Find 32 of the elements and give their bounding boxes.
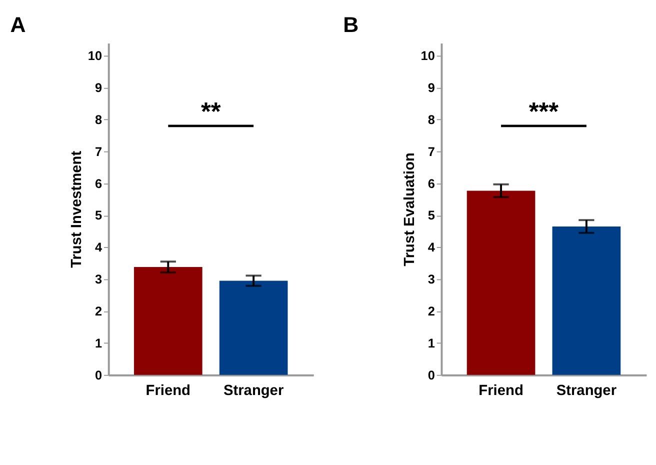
y-tick-label: 2 <box>428 304 435 318</box>
y-axis-title: Trust Evaluation <box>402 152 418 266</box>
x-tick-label: Stranger <box>223 382 284 399</box>
y-tick-label: 7 <box>428 144 435 159</box>
y-tick-label: 9 <box>428 81 435 96</box>
annotation: *** <box>528 98 559 126</box>
chart-title: A <box>10 13 26 38</box>
y-tick-label: 1 <box>428 336 435 350</box>
y-tick-label: 0 <box>428 368 435 382</box>
y-tick-label: 5 <box>94 208 102 223</box>
y-tick-label: 3 <box>428 272 435 287</box>
y-tick-label: 8 <box>428 112 435 127</box>
y-tick-label: 1 <box>94 336 102 350</box>
y-tick-label: 4 <box>428 240 435 255</box>
chart-title: B <box>343 13 359 38</box>
y-tick-label: 5 <box>428 208 435 223</box>
y-tick-label: 7 <box>94 144 102 159</box>
y-axis-title: Trust Investment <box>69 150 86 268</box>
y-tick-label: 0 <box>94 368 102 382</box>
y-tick-label: 6 <box>94 176 102 191</box>
annotation: ** <box>200 98 221 126</box>
y-tick-label: 8 <box>94 112 102 127</box>
x-tick-label: Stranger <box>556 382 617 399</box>
x-tick-label: Friend <box>478 382 524 399</box>
y-tick-label: 4 <box>94 240 102 255</box>
y-tick-label: 9 <box>94 81 102 96</box>
y-tick-label: 10 <box>420 49 435 64</box>
y-tick-label: 6 <box>428 176 435 191</box>
y-tick-label: 2 <box>94 304 102 318</box>
y-tick-label: 10 <box>88 49 102 64</box>
y-tick-label: 3 <box>94 272 102 287</box>
x-tick-label: Friend <box>146 382 190 399</box>
